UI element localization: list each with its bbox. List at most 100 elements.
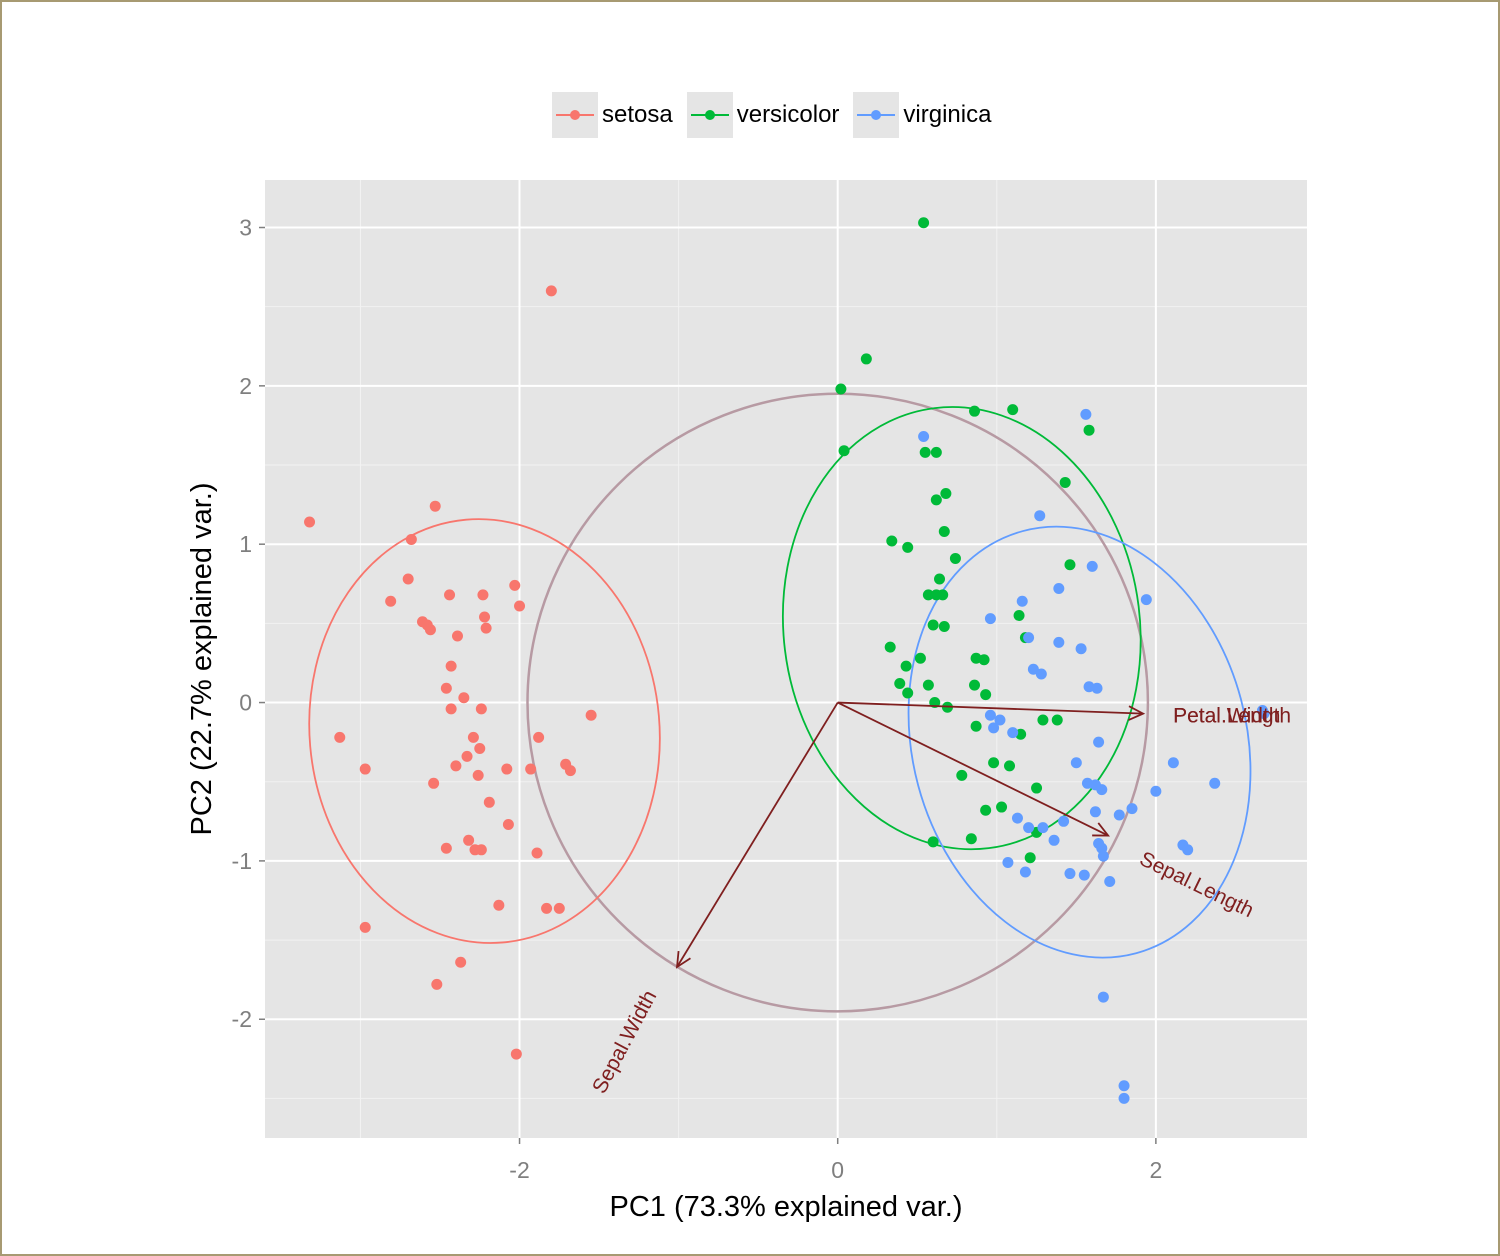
x-tick-label: 2 bbox=[1149, 1157, 1162, 1183]
point-virginica bbox=[1097, 991, 1109, 1003]
x-axis-label: PC1 (73.3% explained var.) bbox=[609, 1191, 962, 1223]
loading-arrowhead bbox=[1092, 822, 1111, 837]
point-setosa bbox=[445, 660, 457, 672]
point-setosa bbox=[440, 842, 452, 854]
point-virginica bbox=[1126, 803, 1138, 815]
point-versicolor bbox=[969, 679, 981, 691]
point-setosa bbox=[429, 500, 441, 512]
loading-arrowhead bbox=[1128, 705, 1146, 721]
point-virginica bbox=[984, 709, 996, 721]
point-setosa bbox=[541, 902, 553, 914]
point-setosa bbox=[440, 682, 452, 694]
point-setosa bbox=[477, 589, 489, 601]
point-virginica bbox=[1011, 812, 1023, 824]
legend-item-setosa: setosa bbox=[552, 92, 681, 138]
point-virginica bbox=[1053, 636, 1065, 648]
point-setosa bbox=[531, 847, 543, 859]
point-versicolor bbox=[969, 405, 981, 417]
point-virginica bbox=[1027, 663, 1039, 675]
point-setosa bbox=[525, 763, 537, 775]
point-virginica bbox=[1007, 727, 1019, 739]
point-versicolor bbox=[930, 446, 942, 458]
point-virginica bbox=[984, 613, 996, 625]
point-setosa bbox=[450, 760, 462, 772]
point-setosa bbox=[509, 579, 521, 591]
point-versicolor bbox=[965, 833, 977, 845]
point-versicolor bbox=[930, 494, 942, 506]
correlation-circle bbox=[526, 392, 1150, 1013]
point-virginica bbox=[1080, 408, 1092, 420]
point-virginica bbox=[1023, 822, 1035, 834]
point-versicolor bbox=[902, 687, 914, 699]
point-versicolor bbox=[956, 769, 968, 781]
point-setosa bbox=[428, 777, 440, 789]
point-versicolor bbox=[900, 660, 912, 672]
point-setosa bbox=[445, 703, 457, 715]
point-virginica bbox=[1097, 850, 1109, 862]
point-setosa bbox=[472, 769, 484, 781]
loading-arrow-sepal-width bbox=[676, 702, 839, 968]
point-setosa bbox=[553, 902, 565, 914]
point-setosa bbox=[480, 622, 492, 634]
point-virginica bbox=[988, 722, 1000, 734]
point-virginica bbox=[1058, 815, 1070, 827]
point-versicolor bbox=[996, 801, 1008, 813]
x-tick-label: 0 bbox=[831, 1157, 844, 1183]
point-setosa bbox=[385, 595, 397, 607]
point-setosa bbox=[475, 703, 487, 715]
point-virginica bbox=[1070, 757, 1082, 769]
point-setosa bbox=[475, 844, 487, 856]
legend-item-virginica: virginica bbox=[853, 92, 999, 138]
point-versicolor bbox=[835, 383, 847, 395]
point-versicolor bbox=[978, 654, 990, 666]
point-virginica bbox=[1104, 875, 1116, 887]
point-versicolor bbox=[949, 552, 961, 564]
point-versicolor bbox=[1083, 424, 1095, 436]
point-versicolor bbox=[918, 217, 930, 229]
point-virginica bbox=[1078, 869, 1090, 881]
point-versicolor bbox=[938, 526, 950, 538]
point-versicolor bbox=[860, 353, 872, 365]
y-tick-label: -1 bbox=[232, 848, 252, 874]
point-virginica bbox=[1034, 510, 1046, 522]
point-versicolor bbox=[919, 446, 931, 458]
point-versicolor bbox=[838, 445, 850, 457]
point-setosa bbox=[493, 899, 505, 911]
point-versicolor bbox=[884, 641, 896, 653]
point-virginica bbox=[1140, 594, 1152, 606]
point-setosa bbox=[458, 692, 470, 704]
point-virginica bbox=[1209, 777, 1221, 789]
y-tick-label: 0 bbox=[239, 690, 252, 716]
ellipse-virginica bbox=[907, 525, 1252, 959]
point-setosa bbox=[501, 763, 513, 775]
loading-arrow-sepal-length bbox=[837, 701, 1109, 837]
major-grid bbox=[265, 180, 1307, 1138]
point-setosa bbox=[402, 573, 414, 585]
point-virginica bbox=[1167, 757, 1179, 769]
legend-key-versicolor bbox=[686, 92, 733, 138]
point-setosa bbox=[304, 516, 316, 528]
point-virginica bbox=[1089, 806, 1101, 818]
point-setosa bbox=[451, 630, 463, 642]
point-virginica bbox=[1037, 822, 1049, 834]
y-tick-label: 2 bbox=[239, 373, 252, 399]
point-virginica bbox=[1075, 643, 1087, 655]
point-versicolor bbox=[927, 619, 939, 631]
point-setosa bbox=[564, 765, 576, 777]
point-virginica bbox=[1150, 785, 1162, 797]
point-virginica bbox=[1016, 595, 1028, 607]
point-setosa bbox=[405, 533, 417, 545]
point-virginica bbox=[1096, 784, 1108, 796]
point-versicolor bbox=[1004, 760, 1016, 772]
point-virginica bbox=[1002, 856, 1014, 868]
loading-arrowhead bbox=[675, 950, 691, 969]
point-virginica bbox=[1019, 866, 1031, 878]
point-virginica bbox=[1023, 632, 1035, 644]
point-versicolor bbox=[1037, 714, 1049, 726]
point-virginica bbox=[1048, 834, 1060, 846]
legend: setosa versicolor virginica bbox=[552, 92, 1005, 138]
point-versicolor bbox=[922, 679, 934, 691]
point-virginica bbox=[1258, 708, 1270, 720]
point-setosa bbox=[461, 750, 473, 762]
point-virginica bbox=[1091, 682, 1103, 694]
